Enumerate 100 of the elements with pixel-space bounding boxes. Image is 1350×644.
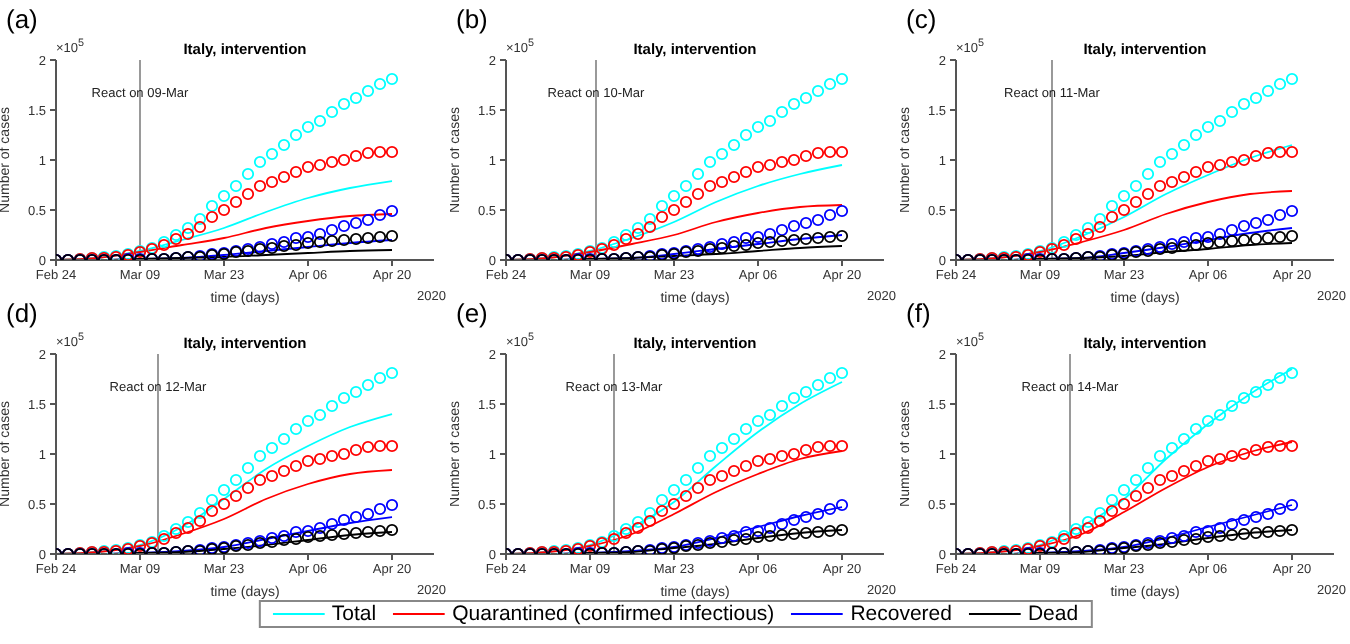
point — [1081, 227, 1095, 241]
point — [373, 208, 387, 222]
point — [1213, 521, 1227, 535]
text: (f) — [906, 298, 931, 328]
point — [361, 507, 375, 521]
point — [361, 84, 375, 98]
point — [1285, 229, 1299, 243]
point — [1081, 221, 1095, 235]
point — [313, 235, 327, 249]
point — [265, 441, 279, 455]
point — [811, 84, 825, 98]
point — [217, 497, 231, 511]
point — [181, 227, 195, 241]
point — [739, 128, 753, 142]
point — [361, 525, 375, 539]
point — [763, 521, 777, 535]
point — [217, 189, 231, 203]
point — [1117, 483, 1131, 497]
point — [751, 454, 765, 468]
point — [301, 236, 315, 250]
point — [265, 147, 279, 161]
point — [799, 443, 813, 457]
point — [679, 473, 693, 487]
point — [703, 155, 717, 169]
point — [1261, 84, 1275, 98]
point — [313, 452, 327, 466]
point — [229, 489, 243, 503]
point — [1165, 175, 1179, 189]
point — [1261, 507, 1275, 521]
point — [1285, 204, 1299, 218]
point — [835, 229, 849, 243]
point — [691, 187, 705, 201]
point — [643, 212, 657, 226]
point — [1117, 189, 1131, 203]
point — [1213, 114, 1227, 128]
point — [205, 210, 219, 224]
point — [643, 220, 657, 234]
point — [775, 105, 789, 119]
point — [253, 473, 267, 487]
point — [241, 187, 255, 201]
point — [835, 72, 849, 86]
point — [313, 227, 327, 241]
point — [703, 473, 717, 487]
point — [1153, 473, 1167, 487]
point — [325, 155, 339, 169]
point — [289, 128, 303, 142]
point — [1201, 236, 1215, 250]
point — [631, 227, 645, 241]
point — [205, 199, 219, 213]
point — [1189, 459, 1203, 473]
point — [373, 145, 387, 159]
point — [385, 204, 399, 218]
point — [1213, 235, 1227, 249]
point — [823, 502, 837, 516]
point — [337, 447, 351, 461]
point — [1153, 155, 1167, 169]
point — [1201, 454, 1215, 468]
point — [787, 233, 801, 247]
text: (b) — [456, 4, 488, 34]
point — [301, 524, 315, 538]
point — [715, 147, 729, 161]
point — [691, 481, 705, 495]
point — [739, 238, 753, 252]
point — [325, 449, 339, 463]
point — [373, 502, 387, 516]
point — [277, 432, 291, 446]
point — [667, 497, 681, 511]
point — [1285, 498, 1299, 512]
point — [337, 513, 351, 527]
point — [835, 366, 849, 380]
point — [811, 213, 825, 227]
point — [1129, 195, 1143, 209]
point — [1273, 371, 1287, 385]
legend-label: Dead — [1027, 602, 1079, 626]
point — [1141, 167, 1155, 181]
point — [799, 385, 813, 399]
point — [1105, 210, 1119, 224]
point — [1225, 517, 1239, 531]
point — [823, 77, 837, 91]
point — [691, 167, 705, 181]
point — [1261, 213, 1275, 227]
point — [727, 138, 741, 152]
point — [1249, 149, 1263, 163]
point — [787, 513, 801, 527]
point — [823, 371, 837, 385]
point — [667, 483, 681, 497]
point — [823, 145, 837, 159]
point — [349, 149, 363, 163]
point — [181, 515, 195, 529]
point — [1153, 179, 1167, 193]
point — [835, 439, 849, 453]
point — [631, 515, 645, 529]
point — [289, 532, 303, 546]
point — [1237, 97, 1251, 111]
point — [385, 145, 399, 159]
point — [739, 231, 753, 245]
point — [1249, 526, 1263, 540]
point — [1201, 160, 1215, 174]
point — [799, 91, 813, 105]
point — [811, 146, 825, 160]
